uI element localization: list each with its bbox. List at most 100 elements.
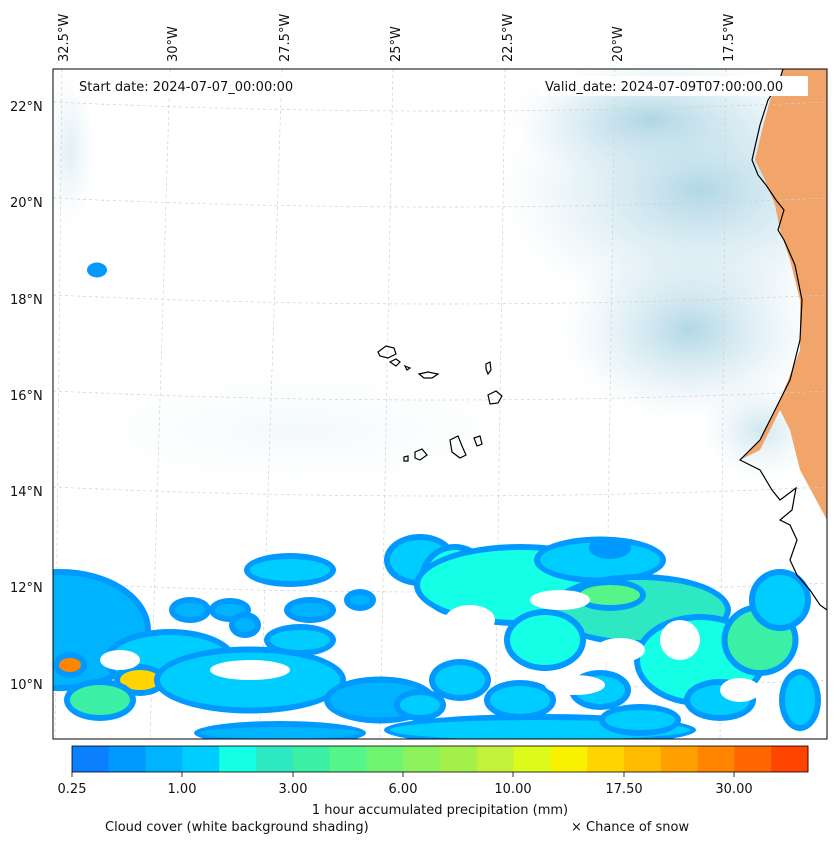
precip-cell [59,658,81,672]
precip-cell [120,670,160,690]
colorbar-ticks [71,772,735,777]
valid-date-box: Valid_date: 2024-07-09T07:00:00.00 [540,76,808,96]
colorbar-cell [660,746,699,772]
island-maio [473,435,483,447]
parallel-line [53,101,827,112]
colorbar-tick-label: 6.00 [389,782,418,797]
valid-date-text: Valid_date: 2024-07-09T07:00:00.00 [545,80,783,95]
lon-label: 32.5°W [57,14,72,62]
precip-cell [290,603,330,617]
precip-cell [175,603,205,617]
latitude-labels: 22°N 20°N 18°N 16°N 14°N 12°N 10°N [10,100,43,693]
precip-gap [100,650,140,670]
coastline [377,69,827,611]
precip-cell [250,559,330,581]
precip-cell [200,727,360,739]
precip-cell [235,618,255,632]
start-date-box: Start date: 2024-07-07_00:00:00 [74,76,314,96]
colorbar-cell [440,746,478,772]
precip-cell [605,710,675,730]
colorbar-cell [587,746,625,772]
precip-cell [93,268,101,272]
lon-label: 17.5°W [722,14,737,62]
cloud-cover-note: Cloud cover (white background shading) [105,820,369,835]
colorbar-cell [513,746,551,772]
lon-label: 27.5°W [278,14,293,62]
precip-gap [545,675,605,695]
lat-label: 12°N [10,581,43,596]
colorbar-cell [476,746,515,772]
precip-gap [720,678,760,702]
colorbar-cell [256,746,294,772]
island-sao-vicente [388,358,401,367]
parallel-line [53,390,827,401]
longitude-labels: 32.5°W 30°W 27.5°W 25°W 22.5°W 20°W 17.5… [57,14,737,62]
precip-cell [70,685,130,715]
colorbar-cell [72,746,110,772]
africa-coastline [738,69,827,611]
lat-label: 20°N [10,196,43,211]
parallel-line [53,294,827,305]
precip-cell [270,630,330,650]
lat-label: 14°N [10,485,43,500]
parallel-line [53,582,827,593]
colorbar-cell [219,746,257,772]
parallel-line [53,197,827,208]
precip-cell [490,686,550,714]
colorbar: 0.25 1.00 3.00 6.00 10.00 17.50 30.00 1 … [58,745,809,818]
colorbar-cell [624,746,662,772]
colorbar-tick-label: 17.50 [605,782,642,797]
colorbar-tick-label: 3.00 [279,782,308,797]
land-temperature-shading [740,69,827,520]
precip-cell [510,615,580,665]
lat-label: 18°N [10,293,43,308]
snow-chance-note: × Chance of snow [571,820,689,835]
colorbar-cell [366,746,404,772]
lon-label: 25°W [389,26,404,62]
precip-cell [785,675,815,725]
colorbar-cell [329,746,367,772]
colorbar-tick-label: 10.00 [494,782,531,797]
colorbar-tick-label: 30.00 [715,782,752,797]
precip-cell [435,665,485,695]
colorbar-cell [145,746,183,772]
lat-label: 22°N [10,100,43,115]
colorbar-cell [403,746,441,772]
precip-gap [210,660,290,680]
precip-gap [530,590,590,610]
colorbar-tick-label: 0.25 [58,782,87,797]
colorbar-cell [108,746,147,772]
precip-cell [215,604,245,616]
island-brava [403,455,409,462]
lon-label: 22.5°W [501,14,516,62]
lon-label: 30°W [166,26,181,62]
precipitation-layer [53,262,821,739]
colorbar-cell [697,746,735,772]
lon-label: 20°W [611,26,626,62]
colorbar-border [71,745,809,773]
colorbar-cells [72,746,809,772]
lat-label: 16°N [10,389,43,404]
map-panel [53,69,827,739]
parallel-line [53,486,827,497]
colorbar-cell [292,746,331,772]
island-sal [485,361,492,376]
colorbar-cell [550,746,588,772]
colorbar-cell [734,746,772,772]
island-boa-vista [487,390,503,405]
colorbar-cell [771,746,809,772]
colorbar-cell [182,746,220,772]
colorbar-tick-label: 1.00 [168,782,197,797]
map-border [52,68,828,740]
precip-gap [595,638,645,662]
colorbar-title: 1 hour accumulated precipitation (mm) [312,803,568,818]
island-fogo [414,448,428,461]
island-santo-antao [377,345,397,359]
island-santa-luzia [403,364,412,371]
precip-gap [445,605,495,635]
island-sao-nicolau [417,371,440,379]
precip-cell [580,585,640,605]
island-santiago [449,435,467,459]
precip-cell [755,575,805,625]
